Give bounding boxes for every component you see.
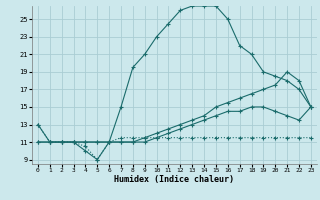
X-axis label: Humidex (Indice chaleur): Humidex (Indice chaleur) [115, 175, 234, 184]
